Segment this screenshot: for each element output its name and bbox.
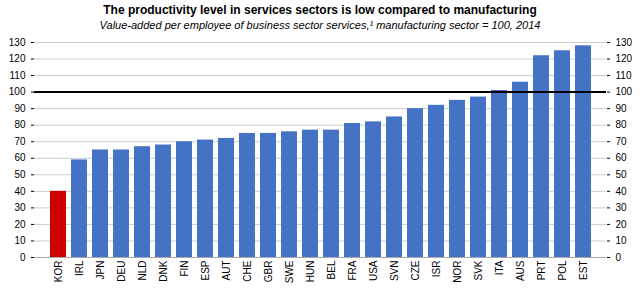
svg-text:JPN: JPN: [95, 261, 106, 280]
svg-text:CZE: CZE: [410, 260, 421, 280]
svg-text:GBR: GBR: [263, 261, 274, 283]
svg-text:30: 30: [14, 202, 26, 213]
svg-text:40: 40: [14, 186, 26, 197]
svg-text:CHE: CHE: [242, 260, 253, 281]
svg-text:NLD: NLD: [137, 261, 148, 281]
svg-text:80: 80: [14, 119, 26, 130]
svg-text:ITA: ITA: [494, 260, 505, 275]
svg-text:AUS: AUS: [515, 260, 526, 281]
svg-text:50: 50: [616, 169, 628, 180]
svg-text:130: 130: [9, 37, 26, 48]
svg-text:PRT: PRT: [536, 261, 547, 281]
svg-text:20: 20: [14, 219, 26, 230]
svg-text:USA: USA: [368, 260, 379, 281]
svg-text:SVN: SVN: [389, 261, 400, 282]
svg-text:FIN: FIN: [179, 261, 190, 277]
svg-text:FRA: FRA: [347, 260, 358, 280]
svg-text:HUN: HUN: [305, 261, 316, 283]
svg-text:NOR: NOR: [452, 261, 463, 283]
svg-text:0: 0: [20, 252, 26, 263]
svg-text:0: 0: [616, 252, 622, 263]
svg-text:IRL: IRL: [74, 260, 85, 276]
svg-text:70: 70: [14, 136, 26, 147]
svg-text:120: 120: [616, 53, 633, 64]
svg-text:90: 90: [14, 103, 26, 114]
svg-text:80: 80: [616, 119, 628, 130]
svg-text:50: 50: [14, 169, 26, 180]
svg-text:10: 10: [14, 235, 26, 246]
svg-text:AUT: AUT: [221, 261, 232, 281]
html-text:The productivity level in serv: The productivity level in services secto…: [103, 3, 537, 17]
svg-text:90: 90: [616, 103, 628, 114]
svg-text:ISR: ISR: [431, 261, 442, 278]
svg-text:BEL: BEL: [326, 260, 337, 279]
svg-text:100: 100: [616, 86, 633, 97]
svg-text:ESP: ESP: [200, 260, 211, 280]
svg-text:70: 70: [616, 136, 628, 147]
svg-text:KOR: KOR: [53, 261, 64, 283]
svg-text:130: 130: [616, 37, 633, 48]
svg-text:SVK: SVK: [473, 260, 484, 280]
svg-text:30: 30: [616, 202, 628, 213]
svg-text:100: 100: [9, 86, 26, 97]
svg-text:110: 110: [616, 70, 632, 81]
html-text:Value-added per employee of bu: Value-added per employee of business sec…: [99, 19, 541, 31]
svg-text:110: 110: [10, 70, 26, 81]
svg-text:POL: POL: [557, 260, 568, 280]
svg-text:120: 120: [9, 53, 26, 64]
svg-text:DEU: DEU: [116, 261, 127, 282]
svg-text:20: 20: [616, 219, 628, 230]
svg-text:SWE: SWE: [284, 260, 295, 283]
svg-text:DNK: DNK: [158, 260, 169, 281]
svg-text:60: 60: [14, 152, 26, 163]
svg-text:EST: EST: [578, 261, 589, 280]
svg-text:40: 40: [616, 186, 628, 197]
svg-text:60: 60: [616, 152, 628, 163]
svg-text:10: 10: [616, 235, 628, 246]
